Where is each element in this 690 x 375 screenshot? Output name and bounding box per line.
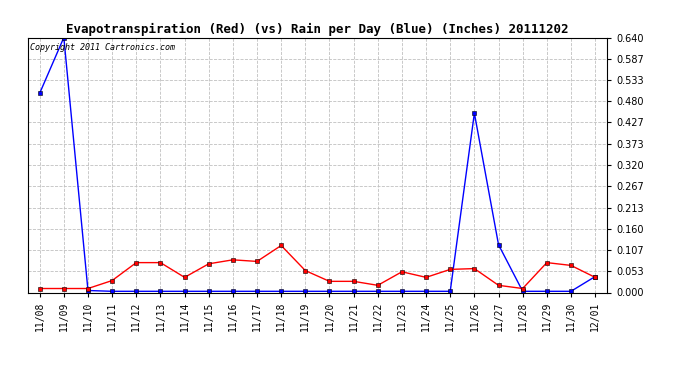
Text: Copyright 2011 Cartronics.com: Copyright 2011 Cartronics.com <box>30 43 175 52</box>
Title: Evapotranspiration (Red) (vs) Rain per Day (Blue) (Inches) 20111202: Evapotranspiration (Red) (vs) Rain per D… <box>66 23 569 36</box>
